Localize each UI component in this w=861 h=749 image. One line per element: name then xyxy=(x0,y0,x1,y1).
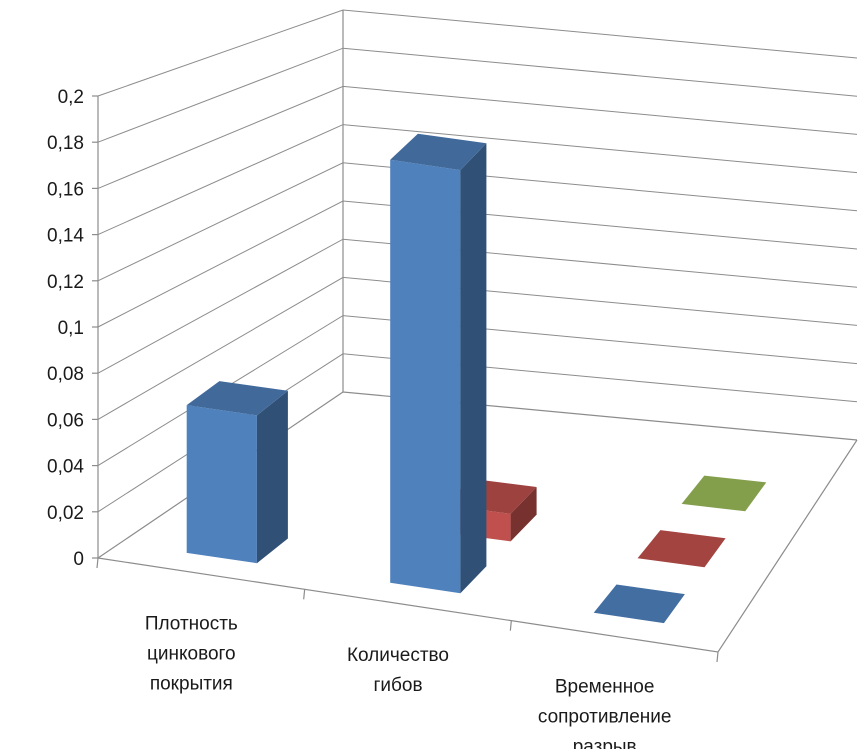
y-axis-tick-labels: 0 0,02 0,04 0,06 0,08 0,1 0,12 0,14 0,16 0,18 0,2 xyxy=(47,87,84,570)
x-tick-mark xyxy=(509,620,512,631)
y-tick-label: 0,04 xyxy=(47,457,84,478)
x-tick-mark xyxy=(716,651,719,663)
gridline xyxy=(97,47,858,143)
bar-flat-face xyxy=(681,475,767,512)
bar xyxy=(593,584,685,624)
y-tick-label: 0,12 xyxy=(47,272,84,293)
x-category-label: Количество гибов xyxy=(347,645,449,696)
x-axis-category-labels: Плотность цинкового покрытия Количество гибо… xyxy=(145,614,672,749)
y-tick-label: 0,2 xyxy=(58,87,84,108)
y-tick-label: 0 xyxy=(73,549,84,570)
y-tick-label: 0,16 xyxy=(47,179,84,200)
x-category-label: Плотность цинкового покрытия xyxy=(145,614,238,695)
x-tick-mark xyxy=(303,589,306,600)
chart-walls xyxy=(92,9,858,663)
bar xyxy=(681,475,767,512)
bar-flat-face xyxy=(637,530,726,568)
y-tick-label: 0,18 xyxy=(47,133,84,154)
bar-front-face xyxy=(186,405,257,564)
bars xyxy=(186,133,767,624)
y-tick-label: 0,14 xyxy=(47,226,84,247)
gridline xyxy=(97,9,858,97)
bar-side-face xyxy=(256,390,288,564)
x-tick-mark xyxy=(96,557,99,569)
y-tick-label: 0,1 xyxy=(58,318,84,339)
bar-front-face xyxy=(390,159,461,594)
bar-top-face xyxy=(390,133,487,171)
bar-side-face xyxy=(510,487,537,542)
bar-side-face xyxy=(460,143,487,594)
bar-top-face xyxy=(186,381,288,416)
y-tick-label: 0,06 xyxy=(47,410,84,431)
bar-flat-face xyxy=(593,584,685,624)
y-tick-label: 0,02 xyxy=(47,503,84,524)
x-category-label: Временное сопротивление разрыв xyxy=(538,676,672,749)
bar xyxy=(186,381,288,564)
bar xyxy=(637,530,726,568)
y-tick-label: 0,08 xyxy=(47,364,84,385)
bar xyxy=(390,133,487,594)
